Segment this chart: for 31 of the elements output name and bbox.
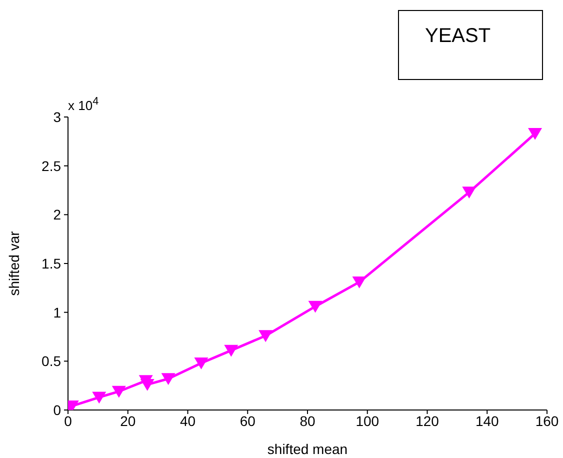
x-tick-label: 160 xyxy=(535,412,559,429)
x-tick-label: 0 xyxy=(64,412,72,429)
x-tick-label: 80 xyxy=(300,412,316,429)
x-tick-label: 120 xyxy=(416,412,440,429)
point xyxy=(462,186,476,199)
point xyxy=(308,300,322,313)
y-tick-label: 2.5 xyxy=(42,158,62,174)
y-tick-label: 1 xyxy=(53,304,62,320)
x-tick-label: 140 xyxy=(475,412,500,429)
y-axis-title: shifted var xyxy=(6,230,22,296)
point xyxy=(194,358,208,370)
text: x 10$^{4}$ xyxy=(68,96,99,114)
point xyxy=(161,373,176,386)
y-tick-label: 0.5 xyxy=(42,353,62,370)
point xyxy=(352,276,366,288)
point xyxy=(528,128,542,140)
point xyxy=(112,386,126,398)
y-tick-label: 1.5 xyxy=(42,255,62,272)
point xyxy=(258,330,273,342)
y-tick-label: 2 xyxy=(53,206,62,223)
point xyxy=(92,392,106,404)
point xyxy=(140,379,154,391)
x-tick-label: 40 xyxy=(180,412,196,429)
point xyxy=(224,344,238,357)
x-tick-label: 100 xyxy=(356,412,380,429)
x-tick-label: 20 xyxy=(120,412,136,429)
x-tick-label: 60 xyxy=(240,412,256,429)
text: YEAST xyxy=(425,25,491,47)
x-axis-title: shifted mean xyxy=(267,441,348,457)
y-tick-label: 0 xyxy=(53,402,62,418)
y-tick-label: 3 xyxy=(53,108,62,125)
